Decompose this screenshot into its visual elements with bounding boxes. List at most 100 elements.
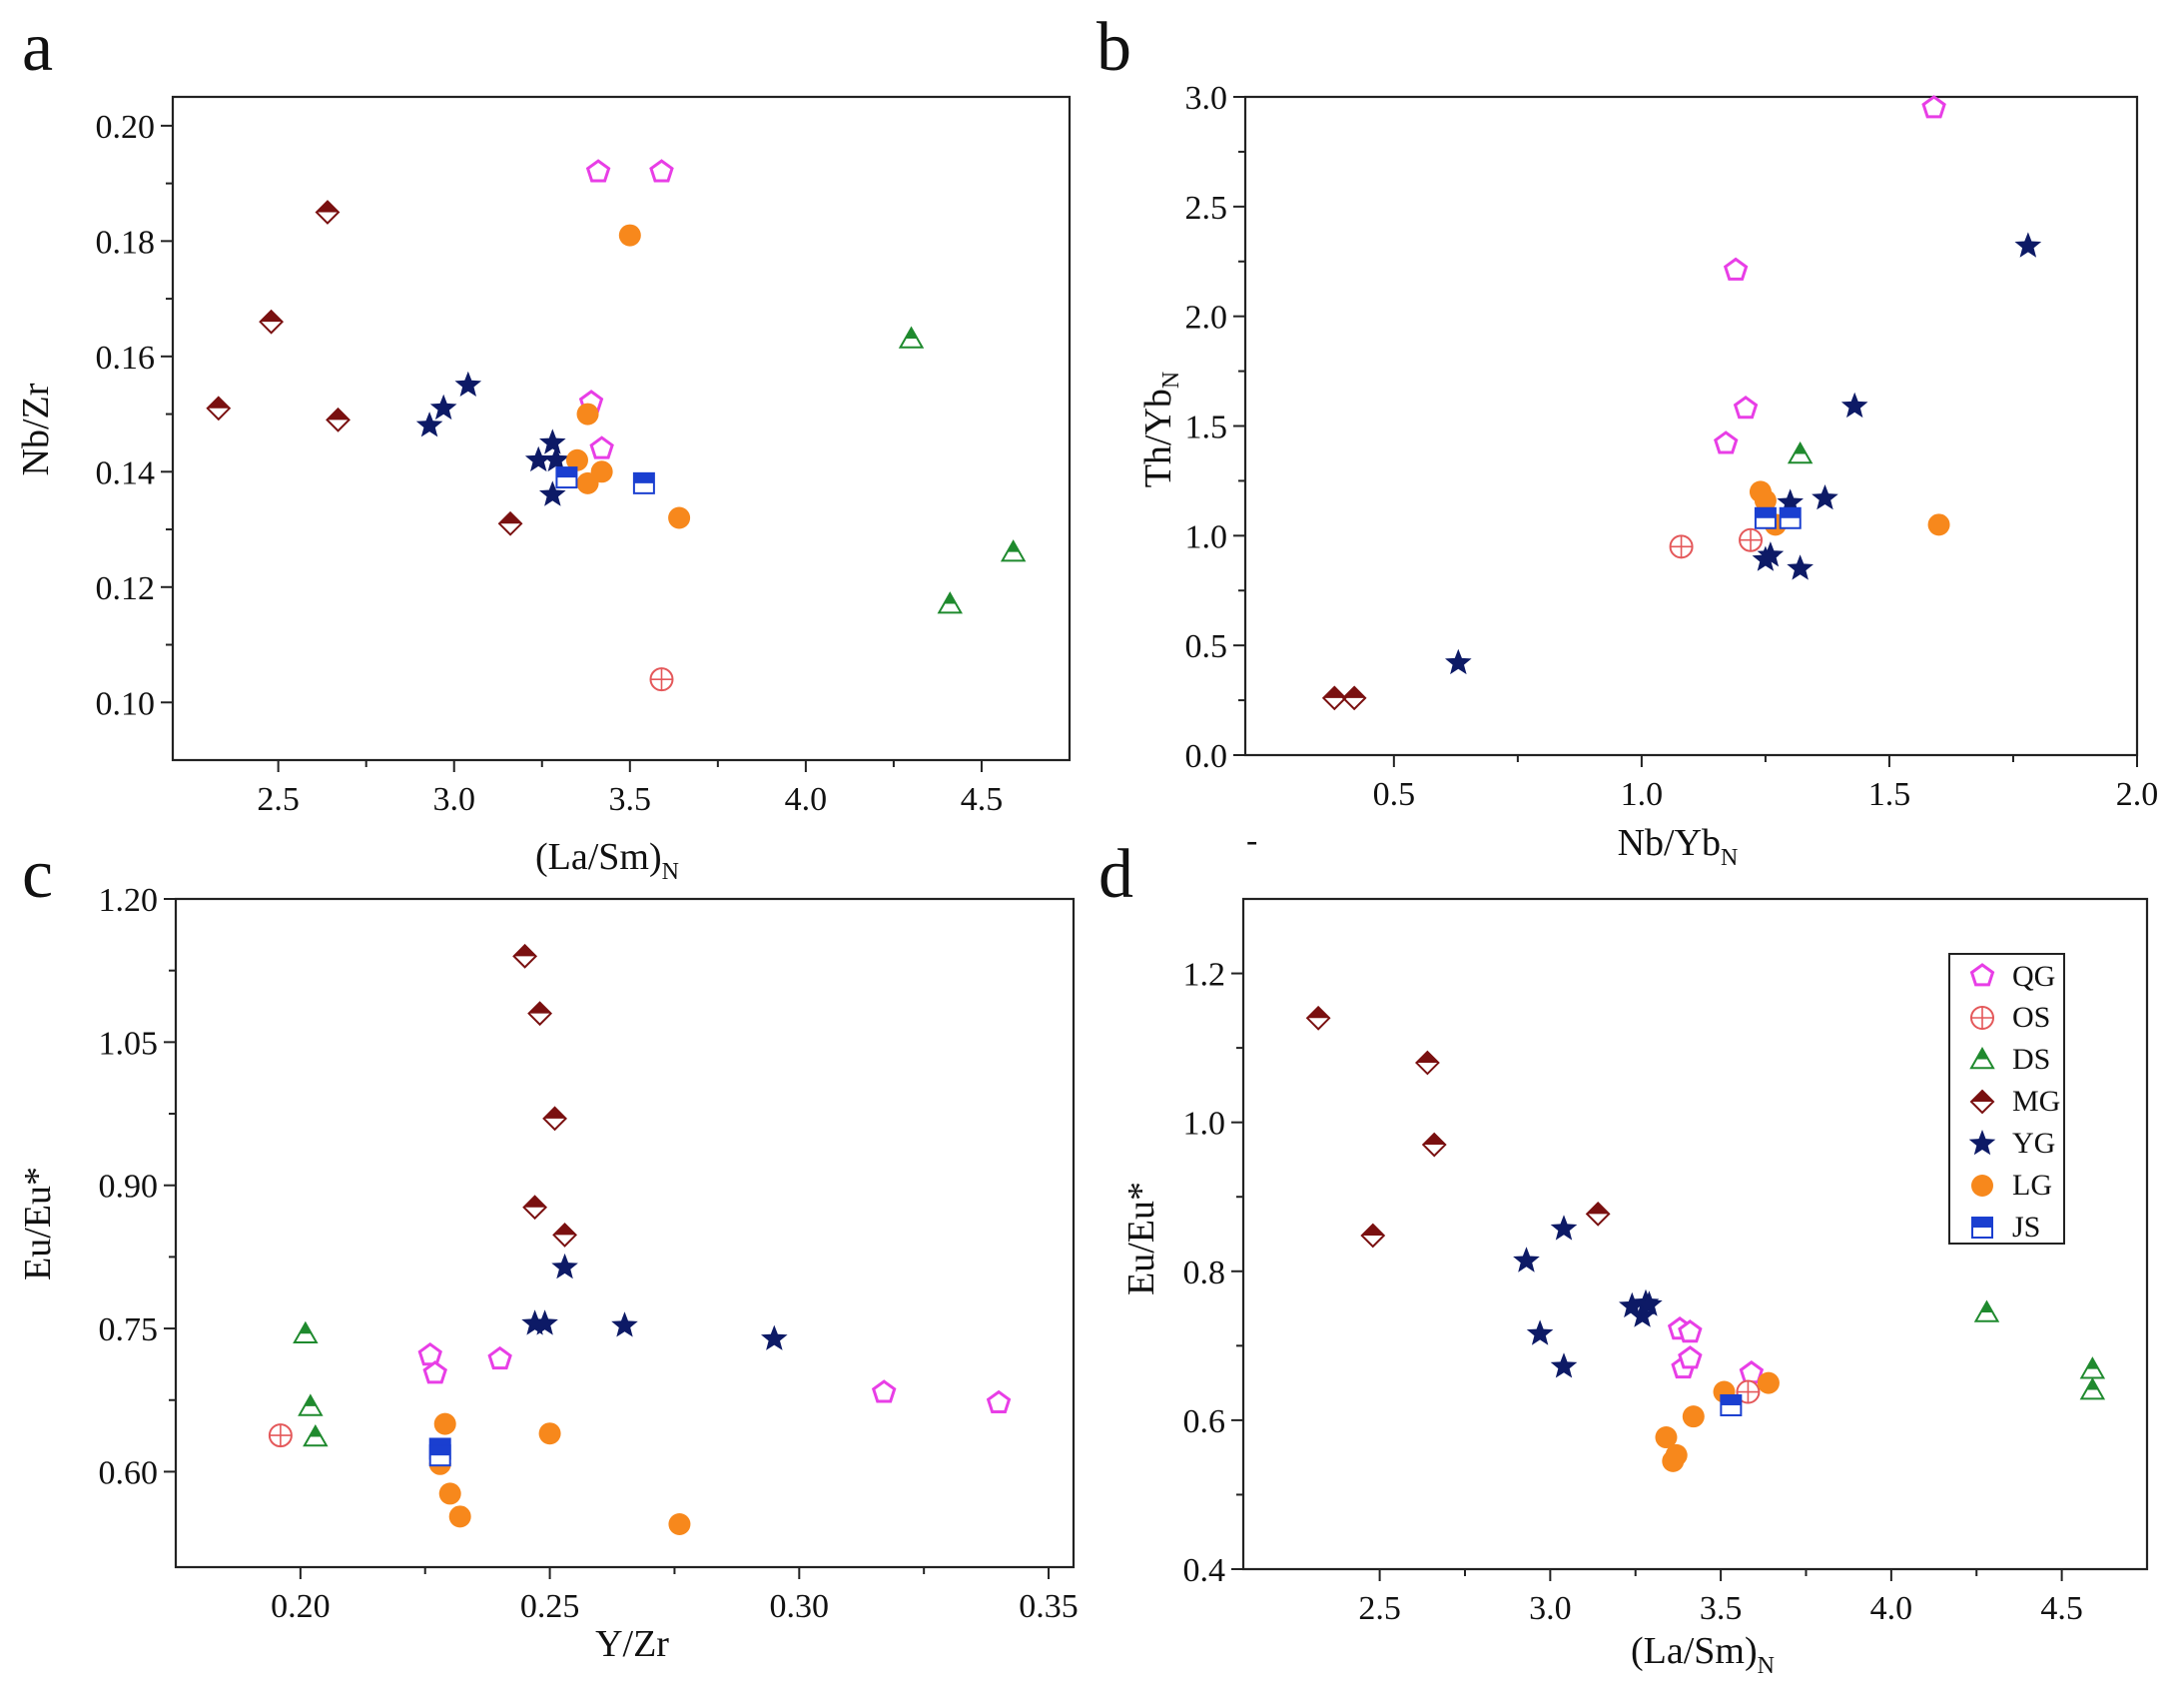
point-lg-c [668,1512,691,1535]
point-mg-a [259,309,285,335]
y-tick-label-b: 1.0 [1185,518,1228,555]
point-mg-c [542,1106,567,1132]
point-os-c [268,1423,293,1448]
point-mg-d [1415,1050,1440,1076]
point-yg-b [1445,648,1472,675]
point-mg-c [552,1222,577,1248]
point-yg-b [1757,541,1785,567]
point-js-b [1779,506,1802,529]
point-yg-d [1526,1319,1554,1345]
point-ds-a [937,591,963,614]
x-tick-label-b: 1.0 [1621,776,1664,813]
legend-label-ds: DS [2012,1043,2050,1076]
point-yg-a [454,371,482,397]
point-yg-c [761,1324,788,1350]
ticks-b: 0.5 1.0 1.5 2.0 0.0 0.5 1.0 1.5 2.0 2.5 3.0 [1185,80,2159,813]
ticks-c: 0.20 0.25 0.30 0.35 0.60 0.75 0.90 1.05 1.20 [99,882,1079,1625]
point-qg-b [1714,430,1739,454]
point-ds-b [1787,441,1814,464]
legend-label-qg: QG [2012,960,2055,993]
x-tick-label-a: 2.5 [257,781,300,818]
point-ds-c [303,1424,329,1447]
legend-label-yg: YG [2012,1127,2055,1160]
point-ds-a [898,326,925,349]
point-lg-a [668,506,691,529]
point-mg-a [326,407,351,432]
panel-b: b Nb/YbN Th/YbN 0.5 1.0 1.5 2.0 0.0 0.5 1.0 1.5… [1096,9,2158,871]
panel-letter-d: d [1098,836,1133,913]
panel-letter-a: a [22,9,53,86]
point-yg-a [539,480,566,506]
y-tick-label-b: 1.5 [1185,410,1228,446]
y-tick-label-a: 0.16 [96,340,156,377]
point-yg-b [1812,484,1838,510]
point-js-a [632,471,655,494]
point-lg-a [576,403,599,425]
point-mg-a [497,510,523,536]
legend-marker-os [1970,1006,1994,1030]
point-yg-b [2014,232,2042,258]
x-axis-title-c: Y/Zr [595,1623,669,1665]
panel-c: c Y/Zr Eu/Eu* 0.20 0.25 0.30 0.350.600.750.… [17,836,1079,1665]
point-mg-d [1305,1005,1331,1031]
point-qg-c [986,1389,1012,1413]
point-os-b [1739,527,1764,552]
point-yg-b [1787,554,1814,580]
point-qg-c [417,1341,442,1366]
point-qg-c [871,1379,897,1403]
point-qg-a [585,159,611,183]
point-mg-b [1321,685,1347,711]
point-mg-d [1585,1201,1611,1227]
point-yg-c [551,1253,578,1279]
point-qg-d [1678,1345,1703,1369]
legend-marker-yg [1968,1130,1996,1156]
x-tick-label-a: 4.5 [961,781,1004,818]
y-axis-title-a: Nb/Zr [15,383,57,475]
y-tick-label-b: 2.0 [1185,300,1228,337]
point-lg-b [1927,513,1950,536]
plot-frame-d [1241,897,2149,1571]
point-ds-c [298,1393,324,1416]
point-yg-c [521,1309,548,1335]
point-yg-c [531,1309,558,1335]
point-os-b [1669,534,1694,559]
y-tick-label-b: 0.0 [1185,738,1228,775]
point-mg-b [1341,685,1367,711]
points-b [1321,95,2042,711]
point-yg-a [415,412,443,437]
y-tick-label-d: 0.4 [1183,1552,1226,1589]
points-d [1305,1005,2106,1472]
x-tick-label-a: 3.0 [432,781,475,818]
legend-label-os: OS [2012,1001,2050,1034]
x-tick-label-a: 4.0 [785,781,828,818]
point-mg-d [1421,1132,1447,1158]
y-axis-title-d: Eu/Eu* [1120,1182,1162,1295]
legend-label-js: JS [2012,1211,2040,1244]
y-tick-label-b: 3.0 [1185,80,1228,117]
point-lg-a [565,448,588,471]
legend-marker-qg [1969,963,1995,987]
point-js-c [428,1444,451,1467]
x-tick-label-a: 3.5 [609,781,652,818]
y-tick-label-a: 0.12 [96,570,156,607]
legend-markers [1968,963,1996,1239]
x-tick-label-d: 4.5 [2040,1590,2083,1627]
legend-marker-mg [1969,1089,1995,1115]
point-lg-d [1662,1449,1685,1472]
x-tick-label-b: 1.5 [1868,776,1911,813]
point-os-a [649,667,674,692]
point-yg-d [1619,1291,1646,1318]
point-lg-a [590,460,613,483]
point-qg-b [1921,95,1946,119]
point-qg-b [1733,396,1759,420]
point-qg-c [422,1360,447,1384]
y-tick-label-a: 0.14 [96,454,156,491]
point-mg-a [315,200,341,225]
y-tick-label-a: 0.20 [96,109,156,146]
x-axis-title-b: Nb/YbN [1618,822,1739,871]
y-tick-label-b: 0.5 [1185,628,1228,665]
point-yg-b [1840,392,1868,419]
x-tick-label-c: 0.20 [271,1588,331,1625]
y-axis-title-c: Eu/Eu* [17,1167,59,1280]
